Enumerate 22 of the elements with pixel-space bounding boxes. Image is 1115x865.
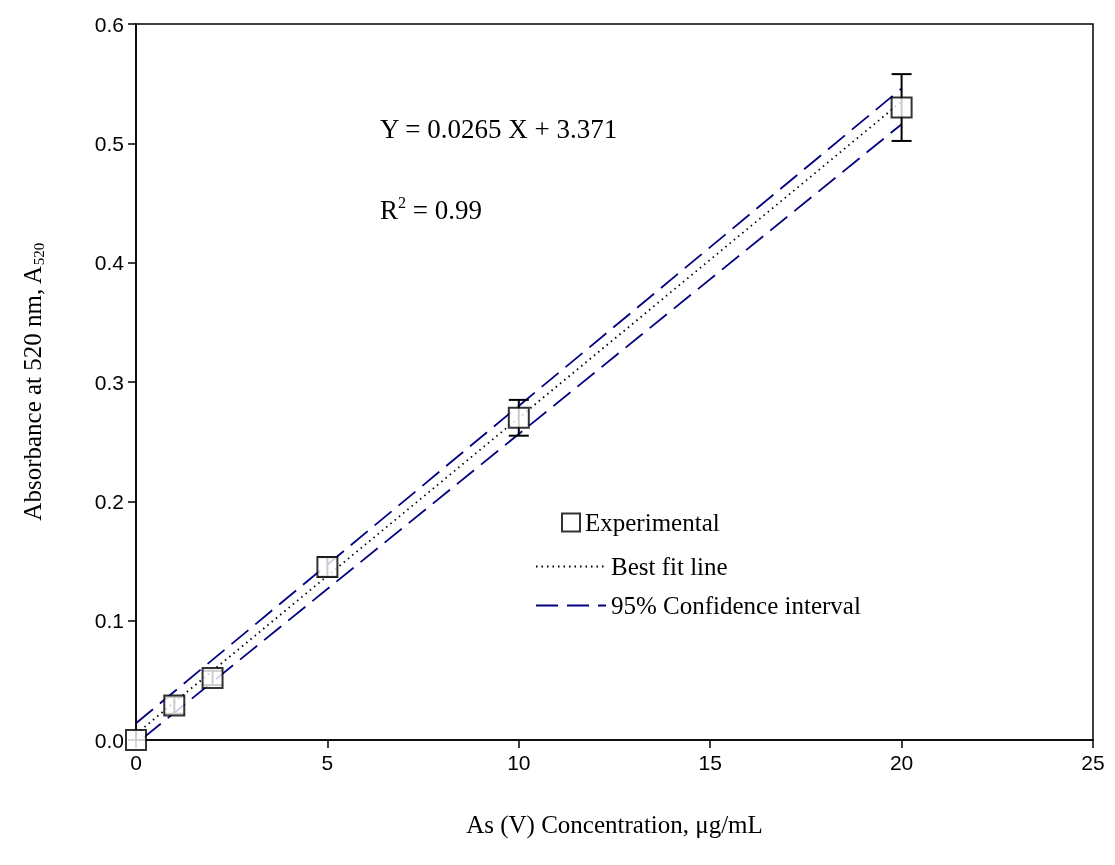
y-tick-label: 0.5 <box>94 131 124 155</box>
y-tick-label: 0.0 <box>94 728 124 752</box>
y-axis-title: Absorbance at 520 nm, A520 <box>19 242 47 521</box>
x-tick-label: 20 <box>889 751 914 774</box>
legend-label: Experimental <box>585 509 720 536</box>
y-tick-label: 0.2 <box>94 489 124 513</box>
y-tick-label: 0.4 <box>94 251 125 275</box>
y-tick-label: 0.1 <box>94 609 124 633</box>
y-tick-label: 0.6 <box>94 12 124 36</box>
x-axis-title: As (V) Concentration, μg/mL <box>466 811 763 839</box>
point <box>507 406 530 429</box>
x-tick-label: 10 <box>507 751 531 774</box>
point <box>890 96 913 119</box>
x-tick-label: 15 <box>698 751 722 774</box>
x-tick-label: 0 <box>130 751 142 774</box>
annotation: Y = 0.0265 X + 3.371 <box>380 113 618 144</box>
legend-label: Best fit line <box>611 553 728 580</box>
x-tick-label: 25 <box>1081 751 1105 774</box>
x-tick-label: 5 <box>321 751 334 774</box>
point <box>125 729 147 751</box>
y-tick-label: 0.3 <box>94 370 124 394</box>
legend-label: 95% Confidence interval <box>611 592 861 619</box>
